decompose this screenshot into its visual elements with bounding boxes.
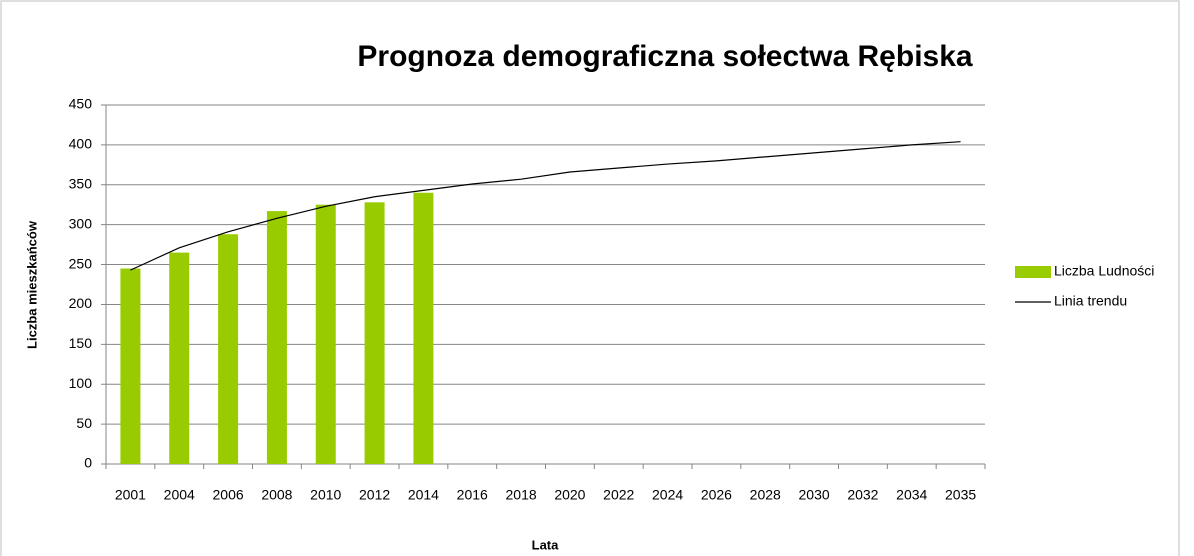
x-tick-label: 2034: [896, 487, 927, 503]
x-tick-label: 2026: [701, 487, 732, 503]
y-tick-label: 400: [69, 136, 93, 152]
bar: [413, 192, 434, 464]
y-tick-label: 0: [84, 455, 92, 471]
y-tick-label: 350: [69, 175, 93, 191]
x-tick-label: 2030: [799, 487, 830, 503]
x-tick-label: 2008: [261, 487, 292, 503]
y-tick-label: 250: [69, 255, 93, 271]
x-tick-label: 2012: [359, 487, 390, 503]
y-tick-label: 100: [69, 375, 93, 391]
y-tick-label: 200: [69, 295, 93, 311]
bar: [315, 204, 336, 464]
bar: [364, 202, 385, 464]
x-tick-label: 2020: [554, 487, 585, 503]
x-tick-label: 2016: [457, 487, 488, 503]
x-tick-label: 2035: [945, 487, 976, 503]
y-tick-label: 450: [69, 96, 93, 112]
x-tick-label: 2024: [652, 487, 683, 503]
trend-line: [130, 141, 961, 271]
bar: [120, 268, 141, 464]
y-axis-title: Liczba mieszkańców: [24, 220, 39, 349]
x-tick-label: 2022: [603, 487, 634, 503]
x-tick-label: 2028: [750, 487, 781, 503]
legend-label: Linia trendu: [1054, 293, 1127, 309]
legend-label: Liczba Ludności: [1054, 263, 1154, 279]
x-tick-label: 2006: [213, 487, 244, 503]
x-tick-label: 2032: [847, 487, 878, 503]
x-tick-label: 2001: [115, 487, 146, 503]
x-axis-title: Lata: [532, 537, 560, 552]
bar: [169, 252, 190, 464]
y-tick-label: 150: [69, 335, 93, 351]
x-tick-label: 2018: [506, 487, 537, 503]
y-tick-label: 300: [69, 215, 93, 231]
legend-swatch: [1015, 266, 1051, 278]
chart-title: Prognoza demograficzna sołectwa Rębiska: [357, 40, 972, 73]
x-tick-label: 2014: [408, 487, 439, 503]
x-tick-label: 2004: [164, 487, 195, 503]
x-tick-label: 2010: [310, 487, 341, 503]
bar: [266, 211, 287, 464]
bar: [218, 234, 239, 464]
y-tick-label: 50: [76, 415, 92, 431]
